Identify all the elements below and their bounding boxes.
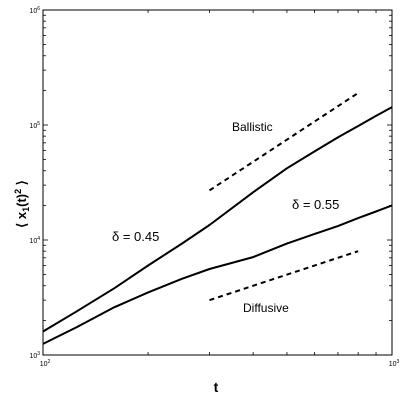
reference-lines xyxy=(208,92,359,302)
y-axis-label: ⟨ x1(t)2 ⟩ xyxy=(13,180,31,228)
y-tick-label: 103 xyxy=(29,351,40,360)
plot-area xyxy=(42,9,393,356)
x-axis-label: t xyxy=(214,379,219,395)
y-tick-label: 106 xyxy=(29,6,40,15)
series-line-0 xyxy=(42,106,393,333)
x-tick-label: 102 xyxy=(40,359,51,368)
diffusive-label: Diffusive xyxy=(243,301,289,315)
ballistic-label: Ballistic xyxy=(232,120,273,134)
x-tick-label: 103 xyxy=(389,359,400,368)
series-label-delta-055: δ = 0.55 xyxy=(292,197,339,212)
series-label-delta-045: δ = 0.45 xyxy=(112,229,159,244)
reference-line-diffusive xyxy=(209,250,359,302)
plot-frame xyxy=(42,9,393,356)
series-layer xyxy=(42,106,393,345)
reference-line-ballistic xyxy=(208,92,359,192)
series-line-1 xyxy=(42,204,393,345)
y-tick-label: 104 xyxy=(29,236,40,245)
y-tick-label: 105 xyxy=(29,121,40,130)
